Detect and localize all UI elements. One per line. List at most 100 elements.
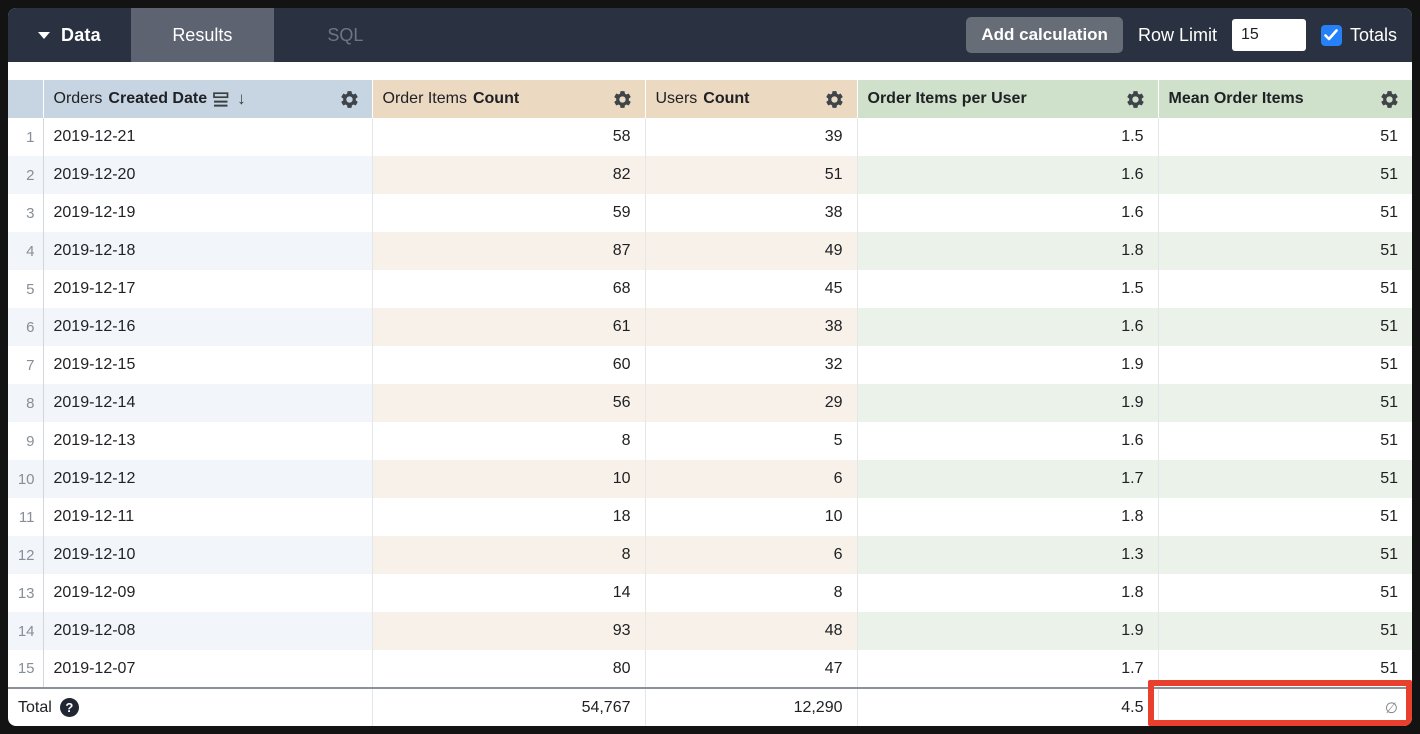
gear-icon[interactable] bbox=[824, 89, 845, 110]
cell-orders-created-date[interactable]: 2019-12-17 bbox=[43, 270, 373, 308]
row-limit-input[interactable] bbox=[1231, 19, 1306, 51]
cell-order-items-per-user[interactable]: 1.6 bbox=[857, 422, 1159, 460]
data-section-toggle[interactable]: Data bbox=[8, 8, 131, 62]
sort-desc-arrow-icon[interactable]: ↓ bbox=[237, 89, 246, 108]
column-header-orders-created-date[interactable]: Orders Created Date ↓ bbox=[43, 80, 373, 118]
cell-order-items-count[interactable]: 82 bbox=[372, 156, 646, 194]
cell-users-count[interactable]: 45 bbox=[645, 270, 858, 308]
cell-order-items-count[interactable]: 68 bbox=[372, 270, 646, 308]
column-header-order-items-count[interactable]: Order Items Count bbox=[372, 80, 646, 118]
cell-order-items-per-user[interactable]: 1.7 bbox=[857, 460, 1159, 498]
cell-order-items-count[interactable]: 87 bbox=[372, 232, 646, 270]
cell-orders-created-date[interactable]: 2019-12-07 bbox=[43, 650, 373, 688]
cell-orders-created-date[interactable]: 2019-12-09 bbox=[43, 574, 373, 612]
add-calculation-button[interactable]: Add calculation bbox=[966, 17, 1123, 53]
cell-order-items-per-user[interactable]: 1.6 bbox=[857, 194, 1159, 232]
cell-order-items-per-user[interactable]: 1.9 bbox=[857, 612, 1159, 650]
gear-icon[interactable] bbox=[339, 89, 360, 110]
column-header-order-items-per-user[interactable]: Order Items per User bbox=[857, 80, 1159, 118]
cell-mean-order-items[interactable]: 51 bbox=[1380, 508, 1398, 525]
cell-mean-order-items[interactable]: 51 bbox=[1380, 659, 1398, 677]
cell-orders-created-date[interactable]: 2019-12-15 bbox=[43, 346, 373, 384]
cell-order-items-count[interactable]: 10 bbox=[372, 460, 646, 498]
cell-order-items-per-user[interactable]: 1.8 bbox=[857, 232, 1159, 270]
cell-orders-created-date[interactable]: 2019-12-08 bbox=[43, 612, 373, 650]
cell-users-count[interactable]: 29 bbox=[645, 384, 858, 422]
cell-order-items-count[interactable]: 80 bbox=[372, 650, 646, 688]
fill-icon bbox=[213, 91, 229, 107]
cell-order-items-per-user[interactable]: 1.5 bbox=[857, 118, 1159, 156]
cell-order-items-count[interactable]: 8 bbox=[372, 422, 646, 460]
help-icon[interactable]: ? bbox=[59, 698, 79, 717]
table-row: 10 2019-12-12 10 6 1.7 51 bbox=[8, 460, 1412, 498]
cell-mean-order-items[interactable]: 51 bbox=[1380, 356, 1398, 373]
cell-orders-created-date[interactable]: 2019-12-14 bbox=[43, 384, 373, 422]
cell-users-count[interactable]: 5 bbox=[645, 422, 858, 460]
cell-users-count[interactable]: 38 bbox=[645, 308, 858, 346]
cell-mean-order-items[interactable]: 51 bbox=[1158, 384, 1412, 422]
cell-mean-order-items[interactable]: 51 bbox=[1380, 204, 1398, 221]
cell-orders-created-date[interactable]: 2019-12-21 bbox=[43, 118, 373, 156]
cell-order-items-per-user[interactable]: 1.7 bbox=[857, 650, 1159, 688]
cell-orders-created-date[interactable]: 2019-12-20 bbox=[43, 156, 373, 194]
cell-order-items-per-user[interactable]: 1.8 bbox=[857, 498, 1159, 536]
total-row: Total ? 54,767 12,290 4.5 ∅ bbox=[8, 687, 1412, 726]
cell-mean-order-items[interactable]: 51 bbox=[1380, 128, 1398, 145]
cell-order-items-count[interactable]: 18 bbox=[372, 498, 646, 536]
cell-order-items-count[interactable]: 8 bbox=[372, 536, 646, 574]
cell-orders-created-date[interactable]: 2019-12-13 bbox=[43, 422, 373, 460]
cell-users-count[interactable]: 8 bbox=[645, 574, 858, 612]
cell-orders-created-date[interactable]: 2019-12-11 bbox=[43, 498, 373, 536]
cell-mean-order-items[interactable]: 51 bbox=[1158, 308, 1412, 346]
cell-users-count[interactable]: 6 bbox=[645, 536, 858, 574]
header-gap bbox=[8, 62, 1412, 80]
cell-users-count[interactable]: 49 bbox=[645, 232, 858, 270]
cell-order-items-per-user[interactable]: 1.3 bbox=[857, 536, 1159, 574]
cell-order-items-per-user[interactable]: 1.9 bbox=[857, 384, 1159, 422]
cell-users-count[interactable]: 10 bbox=[645, 498, 858, 536]
cell-order-items-count[interactable]: 60 bbox=[372, 346, 646, 384]
tab-results[interactable]: Results bbox=[130, 8, 274, 62]
cell-order-items-per-user[interactable]: 1.6 bbox=[857, 308, 1159, 346]
cell-users-count[interactable]: 51 bbox=[645, 156, 858, 194]
cell-mean-order-items[interactable]: 51 bbox=[1158, 460, 1412, 498]
table-row: 9 2019-12-13 8 5 1.6 51 bbox=[8, 422, 1412, 460]
cell-order-items-per-user[interactable]: 1.6 bbox=[857, 156, 1159, 194]
cell-users-count[interactable]: 32 bbox=[645, 346, 858, 384]
cell-order-items-per-user[interactable]: 1.9 bbox=[857, 346, 1159, 384]
cell-order-items-per-user[interactable]: 1.8 bbox=[857, 574, 1159, 612]
cell-users-count[interactable]: 39 bbox=[645, 118, 858, 156]
cell-mean-order-items[interactable]: 51 bbox=[1158, 612, 1412, 650]
cell-mean-order-items[interactable]: 51 bbox=[1158, 156, 1412, 194]
gear-icon[interactable] bbox=[1379, 89, 1400, 110]
tab-sql[interactable]: SQL bbox=[274, 8, 417, 62]
cell-orders-created-date[interactable]: 2019-12-16 bbox=[43, 308, 373, 346]
table-row: 6 2019-12-16 61 38 1.6 51 bbox=[8, 308, 1412, 346]
cell-mean-order-items[interactable]: 51 bbox=[1158, 536, 1412, 574]
cell-users-count[interactable]: 48 bbox=[645, 612, 858, 650]
cell-users-count[interactable]: 38 bbox=[645, 194, 858, 232]
cell-order-items-count[interactable]: 58 bbox=[372, 118, 646, 156]
column-header-mean-order-items[interactable]: Mean Order Items bbox=[1158, 80, 1412, 118]
cell-order-items-count[interactable]: 56 bbox=[372, 384, 646, 422]
totals-toggle[interactable]: Totals bbox=[1320, 24, 1397, 46]
cell-order-items-count[interactable]: 59 bbox=[372, 194, 646, 232]
cell-users-count[interactable]: 6 bbox=[645, 460, 858, 498]
cell-orders-created-date[interactable]: 2019-12-19 bbox=[43, 194, 373, 232]
cell-users-count[interactable]: 47 bbox=[645, 650, 858, 688]
cell-orders-created-date[interactable]: 2019-12-10 bbox=[43, 536, 373, 574]
cell-order-items-count[interactable]: 93 bbox=[372, 612, 646, 650]
cell-order-items-per-user[interactable]: 1.5 bbox=[857, 270, 1159, 308]
gear-icon[interactable] bbox=[1125, 89, 1146, 110]
cell-mean-order-items[interactable]: 51 bbox=[1380, 280, 1398, 297]
cell-mean-order-items[interactable]: 51 bbox=[1380, 584, 1398, 601]
cell-mean-order-items[interactable]: 51 bbox=[1158, 232, 1412, 270]
gear-icon[interactable] bbox=[612, 89, 633, 110]
cell-mean-order-items[interactable]: 51 bbox=[1380, 432, 1398, 449]
column-header-users-count[interactable]: Users Count bbox=[645, 80, 858, 118]
cell-orders-created-date[interactable]: 2019-12-18 bbox=[43, 232, 373, 270]
totals-checkbox-checked-icon[interactable] bbox=[1320, 24, 1342, 46]
cell-orders-created-date[interactable]: 2019-12-12 bbox=[43, 460, 373, 498]
cell-order-items-count[interactable]: 14 bbox=[372, 574, 646, 612]
cell-order-items-count[interactable]: 61 bbox=[372, 308, 646, 346]
